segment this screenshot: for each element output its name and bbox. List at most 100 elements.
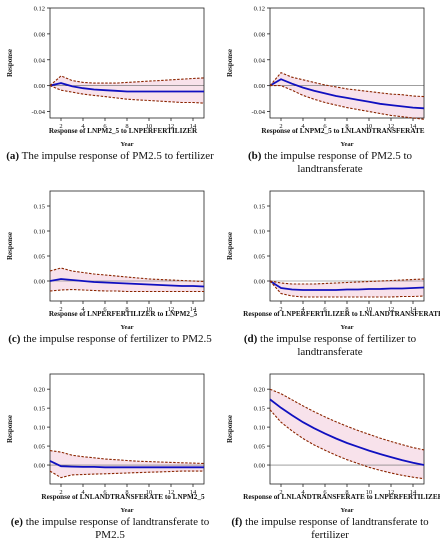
- y-tick-label: 0.00: [34, 83, 45, 90]
- response-line: [49, 82, 204, 93]
- x-tick-label: 8: [125, 306, 128, 313]
- x-tick-label: 2: [59, 123, 62, 130]
- x-tick-label: 14: [190, 123, 197, 130]
- x-tick-label: 10: [146, 489, 153, 496]
- panel-d: 0.00 0.05 0.10 0.15 2 4 6 8 10 12 14 Response Respon…: [220, 183, 440, 366]
- x-axis-label: Year: [121, 141, 134, 148]
- y-axis-label: Response: [6, 232, 14, 260]
- x-axis-label: Year: [341, 507, 354, 514]
- caption-b-text: the impulse response of PM2.5 to landtra…: [264, 150, 413, 175]
- chart-title: Response of LNLANDTRANSFERATE to LNPM2_5: [41, 493, 205, 501]
- y-tick-label: 0.10: [34, 229, 45, 236]
- lower-band-line: [269, 280, 425, 298]
- y-axis-label: Response: [6, 49, 14, 77]
- chart-a: -0.04 0.00 0.04 0.08 0.12 2 4 6 8 10 12 14 Response R…: [6, 6, 205, 148]
- x-tick-label: 6: [323, 306, 327, 313]
- x-tick-label: 14: [190, 306, 197, 313]
- x-tick-label: 4: [81, 306, 85, 313]
- caption-c-label: (c): [8, 333, 21, 345]
- caption-e-text: the impulse response of landtransferate …: [25, 516, 210, 541]
- y-axis-label: Response: [226, 49, 234, 77]
- caption-d-label: (d): [243, 333, 258, 345]
- y-tick-label: -0.04: [31, 109, 45, 116]
- x-tick-label: 6: [103, 306, 107, 313]
- x-tick-label: 6: [103, 489, 107, 496]
- x-axis-label: Year: [341, 324, 354, 331]
- x-tick-label: 10: [366, 123, 373, 130]
- caption-d-text: the impulse response of fertilizer to la…: [260, 333, 417, 358]
- y-tick-label: 0.00: [34, 279, 45, 286]
- x-tick-label: 12: [388, 489, 395, 496]
- x-tick-label: 10: [146, 306, 153, 313]
- x-tick-label: 4: [301, 489, 305, 496]
- panel-e: 0.00 0.05 0.10 0.15 0.20 2 4 6 8 10 12 14 Response Re…: [0, 366, 220, 549]
- y-tick-label: 0.10: [254, 425, 265, 432]
- confidence-band-fill: [50, 75, 204, 104]
- x-axis-label: Year: [121, 507, 134, 514]
- y-axis-label: Response: [226, 415, 234, 443]
- caption-e: (e) the impulse response of landtransfer…: [0, 516, 220, 542]
- y-tick-label: 0.15: [34, 204, 45, 211]
- upper-band-line: [269, 388, 425, 451]
- y-tick-label: 0.20: [254, 387, 265, 394]
- y-tick-label: 0.15: [34, 406, 45, 413]
- y-tick-label: 0.15: [254, 406, 265, 413]
- chart-b: -0.04 0.00 0.04 0.08 0.12 2 4 6 8 10 12 14 Response R…: [226, 6, 425, 149]
- x-tick-label: 2: [59, 306, 62, 313]
- chart-title: Response of LNPM2_5 to LNPERFERTILIZER: [49, 127, 198, 135]
- x-tick-label: 12: [168, 489, 175, 496]
- x-tick-label: 14: [410, 306, 417, 313]
- x-tick-label: 12: [168, 306, 175, 313]
- caption-e-label: (e): [10, 516, 23, 528]
- response-line: [269, 78, 425, 110]
- chart-e: 0.00 0.05 0.10 0.15 0.20 2 4 6 8 10 12 14 Response Re…: [6, 373, 205, 514]
- x-tick-label: 8: [345, 123, 348, 130]
- chart-title: Response of LNLANDTRANSFERATE to LNPERFE…: [243, 493, 440, 501]
- lower-band-line: [49, 288, 204, 293]
- response-line: [269, 280, 425, 291]
- chart-title: Response of LNPERFERTILIZER to LNLANDTRA…: [243, 310, 440, 318]
- y-tick-label: 0.15: [254, 204, 265, 211]
- x-tick-label: 2: [279, 123, 282, 130]
- x-tick-label: 8: [345, 306, 348, 313]
- chart-d: 0.00 0.05 0.10 0.15 2 4 6 8 10 12 14 Response Respon…: [226, 190, 440, 331]
- x-tick-label: 12: [168, 123, 175, 130]
- lower-band-line: [269, 409, 425, 480]
- caption-c: (c) the impulse response of fertilizer t…: [0, 333, 220, 346]
- confidence-band-fill: [270, 279, 424, 297]
- chart-title: Response of LNPM2_5 to LNLANDTRANSFERATE: [261, 127, 424, 135]
- caption-d: (d) the impulse response of fertilizer t…: [220, 333, 440, 359]
- x-tick-label: 6: [323, 489, 327, 496]
- x-axis-label: Year: [341, 141, 354, 148]
- y-axis-label: Response: [226, 232, 234, 260]
- y-tick-label: 0.05: [34, 444, 45, 451]
- chart-c: 0.00 0.05 0.10 0.15 2 4 6 8 10 12 14 Response Respon…: [6, 190, 205, 331]
- x-axis-label: Year: [121, 324, 134, 331]
- chart-title: Response of LNPERFERTILIZER to LNPM2_5: [49, 310, 198, 318]
- caption-f: (f) the impulse response of landtransfer…: [220, 516, 440, 542]
- caption-a-label: (a): [6, 150, 20, 162]
- y-tick-label: 0.05: [254, 444, 265, 451]
- caption-a-text: The impulse response of PM2.5 to fertili…: [21, 150, 214, 162]
- response-line: [269, 398, 425, 466]
- x-tick-label: 14: [410, 123, 417, 130]
- x-tick-label: 2: [279, 306, 282, 313]
- y-tick-label: 0.04: [254, 57, 266, 64]
- x-tick-label: 2: [279, 489, 282, 496]
- x-tick-label: 4: [81, 489, 85, 496]
- y-tick-label: 0.10: [34, 425, 45, 432]
- upper-band-line: [49, 450, 205, 465]
- caption-b-label: (b): [247, 150, 262, 162]
- upper-band-line: [49, 75, 205, 87]
- y-tick-label: -0.04: [251, 109, 265, 116]
- confidence-band-fill: [270, 72, 424, 120]
- x-tick-label: 6: [323, 123, 327, 130]
- chart-f: 0.00 0.05 0.10 0.15 0.20 2 4 6 8 10 12 14 Response Re…: [226, 373, 440, 514]
- lower-band-line: [270, 85, 425, 120]
- response-line: [49, 278, 205, 288]
- y-tick-label: 0.05: [34, 254, 45, 261]
- upper-band-line: [269, 72, 425, 98]
- x-tick-label: 10: [146, 123, 153, 130]
- panel-a: -0.04 0.00 0.04 0.08 0.12 2 4 6 8 10 12 14 Response R…: [0, 0, 220, 183]
- lower-band-line: [49, 85, 205, 104]
